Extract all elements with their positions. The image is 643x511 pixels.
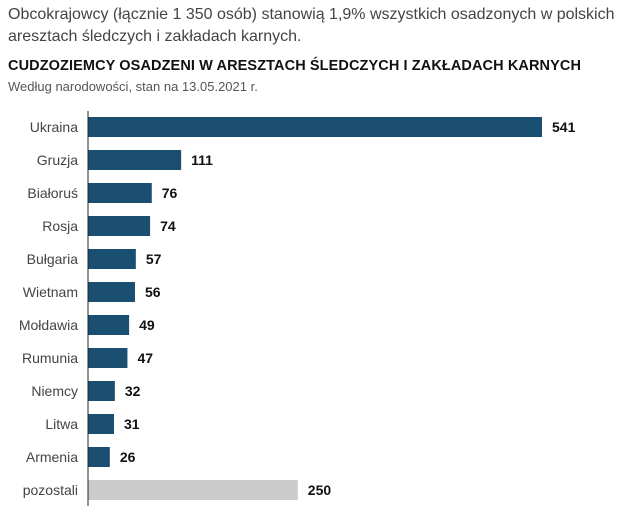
value-label: 32 (125, 383, 141, 399)
value-label: 26 (120, 449, 136, 465)
value-label: 76 (162, 185, 178, 201)
value-label: 74 (160, 218, 176, 234)
category-label: pozostali (23, 482, 78, 498)
category-label: Armenia (26, 449, 78, 465)
bar (88, 183, 152, 203)
category-label: Litwa (45, 416, 78, 432)
bar (88, 447, 110, 467)
value-label: 49 (139, 317, 155, 333)
bar (88, 150, 182, 170)
category-label: Ukraina (30, 119, 78, 135)
value-label: 541 (552, 119, 576, 135)
value-label: 57 (146, 251, 162, 267)
bar (88, 117, 542, 137)
chart-subtitle: Według narodowości, stan na 13.05.2021 r… (8, 79, 258, 94)
bar (88, 249, 136, 269)
bar (88, 315, 130, 335)
intro-text: Obcokrajowcy (łącznie 1 350 osób) stanow… (8, 6, 615, 45)
bar (88, 216, 151, 236)
category-label: Rumunia (22, 350, 78, 366)
value-label: 47 (137, 350, 153, 366)
category-label: Gruzja (37, 152, 78, 168)
chart-title: CUDZOZIEMCY OSADZENI W ARESZTACH ŚLEDCZY… (8, 58, 582, 74)
bar (88, 480, 298, 500)
value-label: 31 (124, 416, 140, 432)
bar (88, 381, 115, 401)
category-label: Niemcy (31, 383, 78, 399)
category-label: Rosja (42, 218, 78, 234)
category-label: Wietnam (23, 284, 78, 300)
category-label: Bułgaria (27, 251, 79, 267)
bar (88, 282, 135, 302)
category-label: Mołdawia (19, 317, 78, 333)
value-label: 111 (191, 152, 213, 168)
bar (88, 348, 128, 368)
value-label: 250 (308, 482, 332, 498)
bar (88, 414, 115, 434)
category-label: Białoruś (27, 185, 78, 201)
value-label: 56 (145, 284, 161, 300)
